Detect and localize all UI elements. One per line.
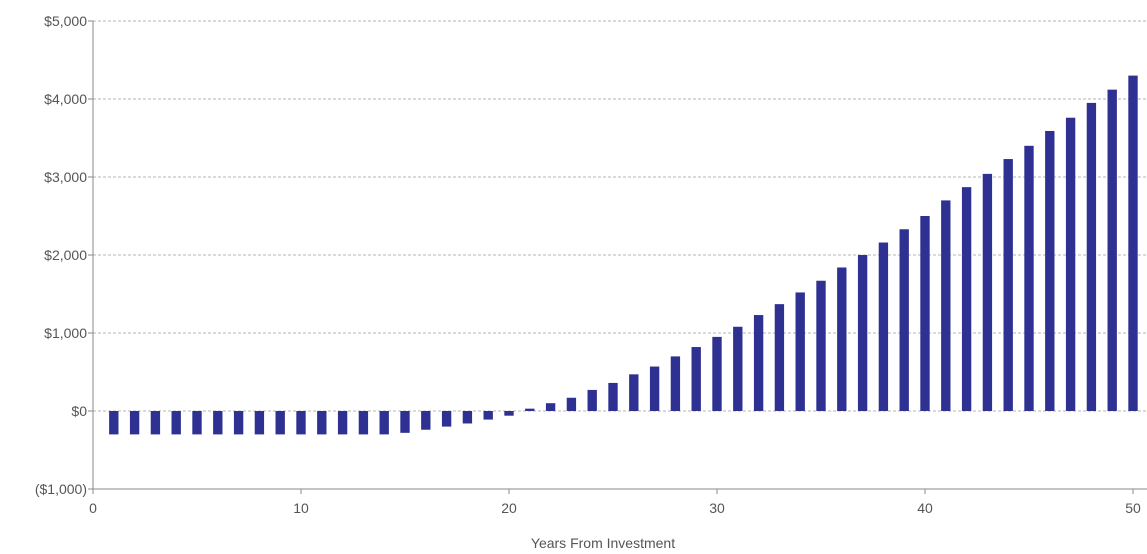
bar xyxy=(691,347,701,411)
x-tick-label: 20 xyxy=(501,500,517,516)
bar xyxy=(441,411,452,427)
bar xyxy=(129,411,140,435)
bar xyxy=(192,411,202,435)
bar xyxy=(816,280,826,411)
x-axis-title: Years From Investment xyxy=(531,535,675,551)
bar xyxy=(608,382,618,411)
bar xyxy=(400,411,410,433)
bar xyxy=(421,411,431,430)
bar xyxy=(857,255,868,411)
bar xyxy=(941,200,951,411)
bar xyxy=(296,411,306,435)
x-tick-label: 10 xyxy=(293,500,309,516)
bar xyxy=(1128,75,1138,411)
bar xyxy=(462,411,473,424)
bar xyxy=(1024,145,1034,412)
y-tick-label: $2,000 xyxy=(44,247,87,263)
x-tick-label: 50 xyxy=(1125,500,1141,516)
bar xyxy=(982,173,993,411)
bar xyxy=(670,356,681,411)
bar xyxy=(545,403,556,411)
bar xyxy=(1107,89,1117,411)
x-tick-label: 0 xyxy=(89,500,97,516)
bar xyxy=(753,315,764,411)
x-tick-label: 40 xyxy=(917,500,933,516)
x-tick-label: 30 xyxy=(709,500,725,516)
bar xyxy=(961,187,972,411)
bar xyxy=(795,292,805,411)
bar xyxy=(1065,117,1076,411)
bar xyxy=(379,411,389,435)
bar xyxy=(1086,102,1097,412)
gridlines xyxy=(93,20,1147,412)
bar xyxy=(733,326,743,411)
y-tick-label: $5,000 xyxy=(44,13,87,29)
y-axis-ticks: ($1,000) $0 $1,000 $2,000 $3,000 $4,000 $5,000 xyxy=(35,13,93,497)
bar xyxy=(649,366,660,411)
bar xyxy=(899,229,909,411)
bar xyxy=(109,411,119,435)
bar xyxy=(150,411,161,435)
bar xyxy=(837,267,847,411)
y-tick-label: $1,000 xyxy=(44,325,87,341)
y-tick-label: $4,000 xyxy=(44,91,87,107)
bar xyxy=(483,411,493,420)
x-axis-ticks: 0 10 20 30 40 50 xyxy=(89,489,1141,516)
bar xyxy=(587,389,597,411)
bar xyxy=(878,242,889,411)
bar xyxy=(213,411,223,435)
y-tick-label: $0 xyxy=(71,403,87,419)
bar xyxy=(712,336,722,411)
bar xyxy=(254,411,265,435)
y-tick-label: ($1,000) xyxy=(35,481,87,497)
bar xyxy=(504,411,514,416)
bar xyxy=(358,411,369,435)
bar xyxy=(233,411,244,435)
bar xyxy=(317,411,327,435)
bar xyxy=(920,216,930,411)
bar xyxy=(275,411,285,435)
bars xyxy=(109,75,1138,435)
y-tick-label: $3,000 xyxy=(44,169,87,185)
bar xyxy=(1045,130,1055,412)
bar xyxy=(629,374,639,411)
bar xyxy=(1003,159,1013,411)
bar xyxy=(171,411,181,435)
bar xyxy=(525,408,535,411)
bar xyxy=(774,304,785,411)
bar xyxy=(337,411,348,435)
bar xyxy=(566,397,577,411)
